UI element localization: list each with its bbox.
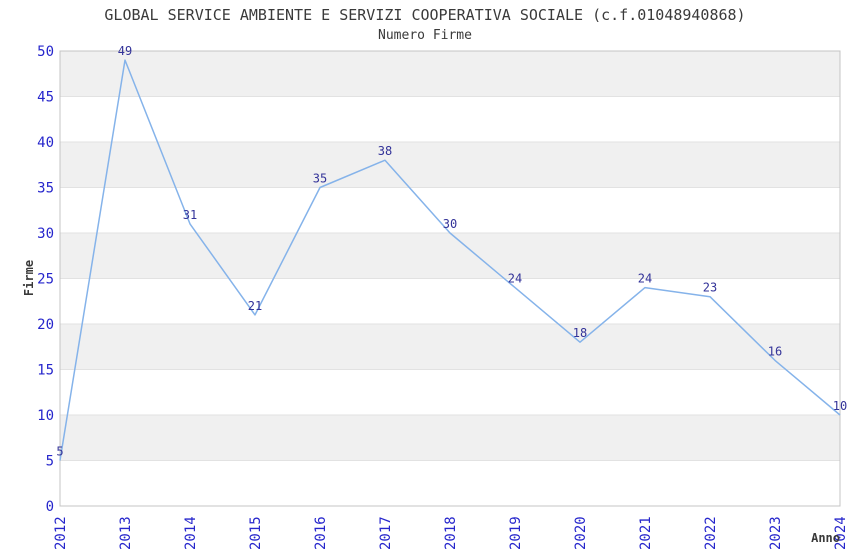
y-tick-label: 15 <box>37 363 54 379</box>
y-tick-label: 5 <box>46 454 54 470</box>
y-tick-label: 0 <box>46 499 54 515</box>
data-label: 5 <box>56 445 63 459</box>
data-label: 16 <box>768 344 782 358</box>
plot-band <box>60 142 840 188</box>
y-tick-label: 10 <box>37 408 54 424</box>
plot-band <box>60 51 840 97</box>
x-tick-label: 2020 <box>573 516 589 550</box>
chart-title: GLOBAL SERVICE AMBIENTE E SERVIZI COOPER… <box>104 6 746 24</box>
x-tick-label: 2024 <box>833 516 849 550</box>
x-tick-label: 2017 <box>378 516 394 550</box>
y-tick-label: 50 <box>37 44 54 60</box>
data-label: 10 <box>833 399 847 413</box>
x-tick-label: 2022 <box>703 516 719 550</box>
x-tick-label: 2015 <box>248 516 264 550</box>
x-tick-label: 2014 <box>183 516 199 550</box>
data-line <box>59 59 841 461</box>
data-label: 21 <box>248 299 262 313</box>
x-tick-label: 2018 <box>443 516 459 550</box>
x-tick-label: 2012 <box>53 516 69 550</box>
data-label: 23 <box>703 281 717 295</box>
x-tick-label: 2023 <box>768 516 784 550</box>
data-label: 31 <box>183 208 197 222</box>
data-label: 38 <box>378 144 392 158</box>
data-label: 30 <box>443 217 457 231</box>
x-tick-label: 2021 <box>638 516 654 550</box>
y-tick-label: 40 <box>37 135 54 151</box>
data-label: 24 <box>508 272 522 286</box>
y-tick-label: 25 <box>37 272 54 288</box>
plot-border <box>59 50 841 507</box>
data-label: 49 <box>118 44 132 58</box>
y-tick-label: 30 <box>37 226 54 242</box>
x-axis-title: Anno <box>811 531 840 545</box>
y-tick-label: 20 <box>37 317 54 333</box>
x-tick-label: 2016 <box>313 516 329 550</box>
y-tick-label: 45 <box>37 90 54 106</box>
data-label: 35 <box>313 172 327 186</box>
plot-band <box>60 415 840 461</box>
data-label: 24 <box>638 272 652 286</box>
y-tick-label: 35 <box>37 181 54 197</box>
plot-band <box>60 324 840 370</box>
x-tick-label: 2019 <box>508 516 524 550</box>
chart-subtitle: Numero Firme <box>378 28 472 43</box>
plot-band <box>60 233 840 279</box>
y-axis-title: Firme <box>22 259 36 297</box>
x-tick-label: 2013 <box>118 516 134 550</box>
data-label: 18 <box>573 326 587 340</box>
